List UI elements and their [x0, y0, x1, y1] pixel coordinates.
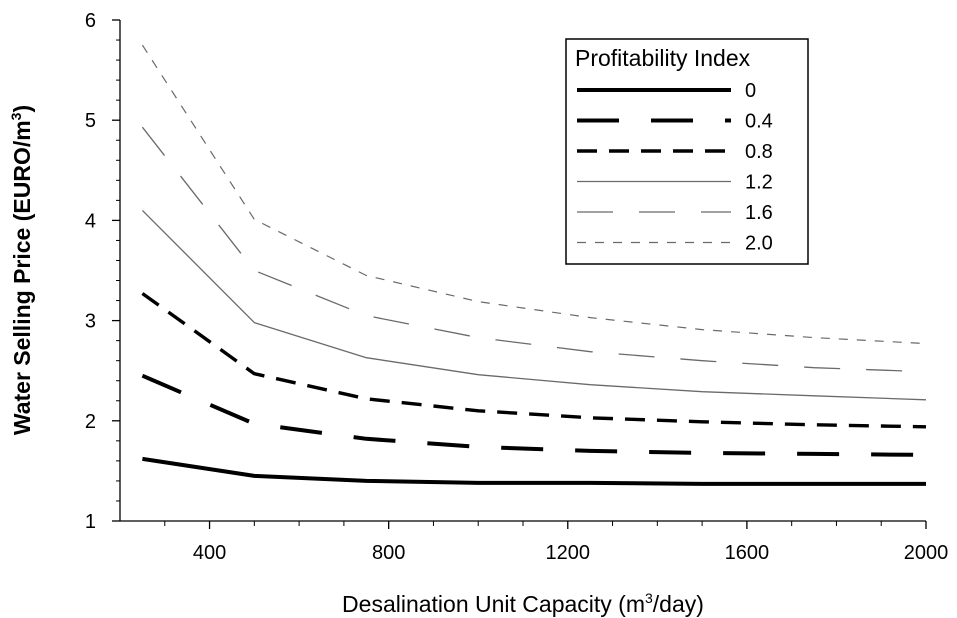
legend-title: Profitability Index — [575, 45, 751, 71]
series-line — [141, 209, 927, 401]
y-tick-label: 4 — [85, 210, 96, 232]
series-line — [141, 373, 927, 457]
legend-label: 2.0 — [745, 233, 773, 255]
y-tick-label: 1 — [85, 511, 96, 533]
legend-label: 0.4 — [745, 111, 773, 133]
y-tick-label: 2 — [85, 411, 96, 433]
legend-label: 0 — [745, 80, 756, 102]
x-axis-title: Desalination Unit Capacity (m3/day) — [342, 590, 704, 617]
series-line — [141, 126, 927, 373]
legend-label: 1.2 — [745, 172, 773, 194]
y-ticks: 1 2 3 4 5 6 — [85, 10, 120, 533]
y-tick-label: 3 — [85, 311, 96, 333]
legend-entries: 0 0.4 0.8 1.2 1.6 2.0 — [577, 80, 773, 255]
x-tick-label: 400 — [193, 542, 226, 564]
y-tick-label: 6 — [85, 10, 96, 32]
series-line — [141, 292, 927, 429]
series-lines — [141, 44, 927, 486]
x-tick-label: 2000 — [904, 542, 949, 564]
legend: Profitability Index 0 0.4 0.8 1.2 1.6 2.0 — [565, 38, 809, 265]
x-ticks: 400 800 1200 1600 2000 — [164, 521, 949, 564]
series-line — [142, 456, 926, 486]
x-tick-label: 1600 — [725, 542, 770, 564]
plot-area: 1 2 3 4 5 6 400 800 1200 1600 2000 — [85, 10, 948, 564]
legend-label: 0.8 — [745, 141, 773, 163]
y-tick-label: 5 — [85, 110, 96, 132]
x-tick-label: 1200 — [546, 542, 591, 564]
legend-label: 1.6 — [745, 202, 773, 224]
x-tick-label: 800 — [372, 542, 405, 564]
y-axis-title: Water Selling Price (EURO/m3) — [8, 105, 35, 435]
